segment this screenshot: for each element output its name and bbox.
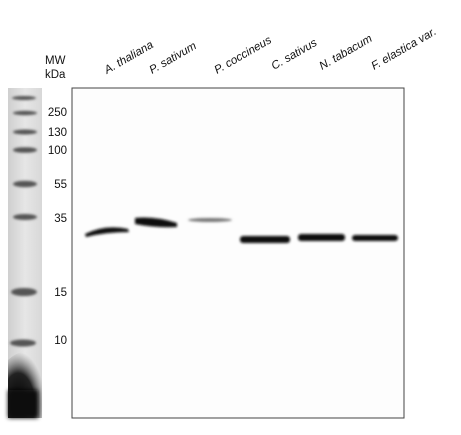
marker-label: 250 bbox=[48, 107, 67, 119]
marker-label: 55 bbox=[54, 179, 67, 191]
lane-label: P. sativum bbox=[148, 40, 200, 77]
lane-label: C. sativus bbox=[270, 37, 320, 73]
lane-label: P. coccineus bbox=[213, 34, 274, 76]
marker-labels: 250 130 100 55 35 15 10 bbox=[48, 107, 67, 347]
lane-label: F. elastica var. bbox=[370, 26, 439, 73]
membrane bbox=[71, 87, 405, 419]
bands bbox=[85, 217, 398, 243]
ladder bbox=[8, 88, 42, 418]
marker-label: 15 bbox=[54, 287, 67, 299]
marker-label: 10 bbox=[54, 335, 67, 347]
unit-label: kDa bbox=[45, 69, 66, 81]
marker-label: 130 bbox=[48, 127, 67, 139]
lane-label: N. tabacum bbox=[318, 33, 375, 73]
mw-label: MW bbox=[45, 55, 66, 67]
lane-label: A. thaliana bbox=[102, 39, 156, 77]
marker-label: 35 bbox=[54, 213, 67, 225]
marker-label: 100 bbox=[48, 145, 67, 157]
